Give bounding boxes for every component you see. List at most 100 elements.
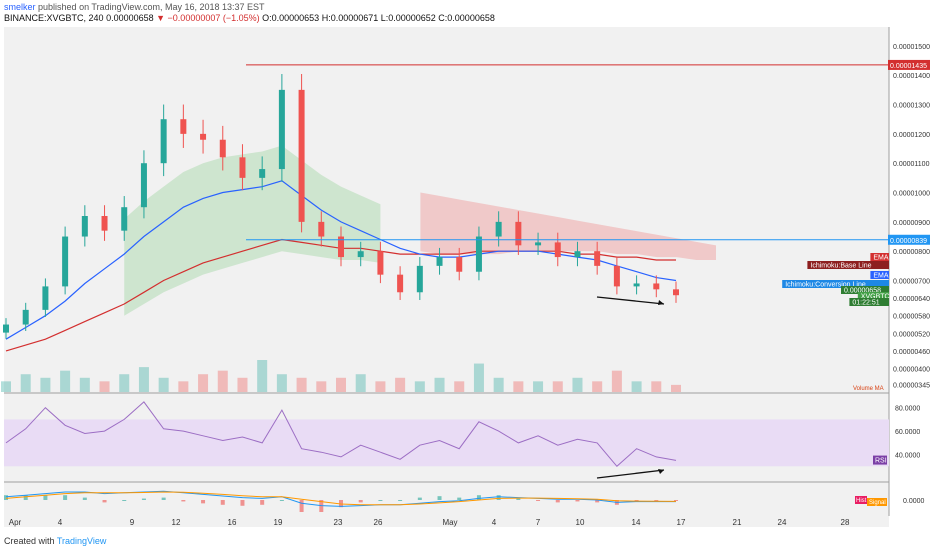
candle-body [436, 257, 443, 266]
volume-bar [198, 374, 209, 392]
footer: Created with TradingView [0, 531, 932, 550]
candle-body [456, 257, 463, 272]
macd-hist-bar [279, 500, 284, 501]
volume-bar [473, 363, 484, 392]
macd-hist-bar [201, 500, 206, 504]
right-tag-bg [782, 280, 889, 288]
cloud-bullish [124, 145, 381, 316]
volume-bar [533, 381, 544, 392]
volume-bar [375, 381, 386, 392]
candle-body [574, 251, 581, 258]
volume-bar [631, 381, 642, 392]
rsi-divergence-arrow [596, 469, 665, 479]
macd-signal-tag-label: Signal [869, 500, 886, 506]
right-tag-label: Ichimoku:Base Line [810, 263, 871, 270]
candle-body [416, 265, 423, 293]
candle-body [239, 157, 246, 178]
symbol-label[interactable]: BINANCE:XVGBTC, 240 [4, 13, 104, 23]
price-tick-label: 0.00000700 [893, 279, 930, 286]
macd-hist-bar [496, 495, 501, 500]
annotations [596, 296, 665, 479]
price-change: ▼ −0.00000007 (−1.05%) [156, 13, 260, 23]
rsi-tick-label: 80.0000 [895, 406, 920, 413]
volume-bar [572, 377, 583, 392]
ema-fast-line [5, 180, 677, 340]
candle-body [278, 89, 285, 170]
volume-bar [336, 377, 346, 392]
time-tick-label: 4 [492, 518, 497, 527]
candle-body [475, 236, 482, 272]
price-arrow-head [658, 300, 664, 305]
macd-signal-tag-bg [867, 498, 887, 506]
volume-ma-label: Volume MA [853, 386, 884, 392]
created-with: Created with TradingView [4, 536, 106, 546]
candle-body [613, 265, 620, 287]
macd-hist-bar [43, 495, 48, 500]
volume-bar [217, 370, 228, 392]
time-tick-label: 17 [677, 518, 686, 527]
level-label-high: 0.00001435 [890, 63, 927, 70]
candle-body [357, 251, 364, 258]
created-label: Created with [4, 536, 55, 546]
price-tick-label: 0.00001400 [893, 73, 930, 80]
macd-hist-bar [595, 500, 600, 503]
level-tag-high [888, 59, 930, 70]
macd-hist-bar [398, 500, 403, 501]
time-tick-label: 16 [228, 518, 237, 527]
candle-body [219, 139, 226, 158]
time-tick-label: 24 [778, 518, 787, 527]
candle-body [180, 119, 187, 134]
price-tick-label: 0.00001000 [893, 191, 930, 198]
price-tick-label: 0.00001500 [893, 44, 930, 51]
right-tag-bg [841, 286, 889, 294]
volume-bar [434, 377, 445, 392]
volume-bar [237, 377, 248, 392]
right-tag-bg [870, 253, 889, 261]
right-tag-bg [857, 292, 889, 300]
candle-body [338, 236, 344, 258]
volume-bar [355, 374, 366, 392]
volume-bar [138, 367, 149, 392]
macd-hist-bar [457, 497, 462, 500]
candle-body [81, 216, 88, 237]
rsi-line [5, 401, 677, 468]
time-axis[interactable]: Apr 4 9 12 16 19 23 26 May 4 7 10 14 17 21 24 28 [9, 518, 850, 527]
macd-hist-bar [378, 500, 383, 501]
chart-area[interactable]: Volume MA 0.00001435 0.00000839 RSI Hist S… [0, 0, 932, 531]
volume-bar [158, 377, 169, 392]
volume-bar [276, 374, 287, 392]
time-tick-label: Apr [9, 518, 22, 527]
author-link[interactable]: smelker [4, 2, 36, 12]
price-tick-label: 0.00000520 [893, 331, 930, 338]
level-tag-resistance [888, 234, 930, 245]
volume-bar [671, 384, 681, 392]
price-axis[interactable]: 0.00001500 0.00001400 0.00001300 0.00001200… [893, 44, 930, 505]
rsi-tick-label: 40.0000 [895, 453, 920, 460]
candle-body [554, 242, 561, 258]
volume-bar [552, 381, 563, 392]
cloud-bearish [420, 192, 716, 260]
candle-body [200, 133, 207, 140]
macd-tick-label: 0.0000 [903, 498, 925, 505]
candle-body [121, 207, 128, 231]
price-tick-label: 0.00000460 [893, 349, 930, 356]
volume-bar [296, 377, 307, 392]
macd-hist-bar [417, 497, 422, 500]
signal-line [5, 491, 677, 506]
volume-bar [611, 370, 622, 392]
ohlc-values: O:0.00000653 H:0.00000671 L:0.00000652 C… [262, 13, 495, 23]
volume-bar [119, 374, 130, 392]
macd-hist-bar [260, 500, 265, 505]
tradingview-link[interactable]: TradingView [56, 536, 107, 546]
time-tick-label: 9 [130, 518, 135, 527]
candle-body [42, 286, 49, 310]
symbol-line: BINANCE:XVGBTC, 240 0.00000658 ▼ −0.0000… [4, 13, 495, 23]
time-tick-label: 19 [274, 518, 283, 527]
volume-bar [99, 381, 110, 392]
chart-header: smelker published on TradingView.com, Ma… [0, 0, 932, 26]
time-tick-label: 28 [841, 518, 850, 527]
price-tick-label: 0.00000640 [893, 296, 930, 303]
rsi-tag-label: RSI [875, 458, 887, 465]
price-tick-label: 0.00000345 [893, 383, 930, 390]
candle-body [22, 309, 29, 325]
